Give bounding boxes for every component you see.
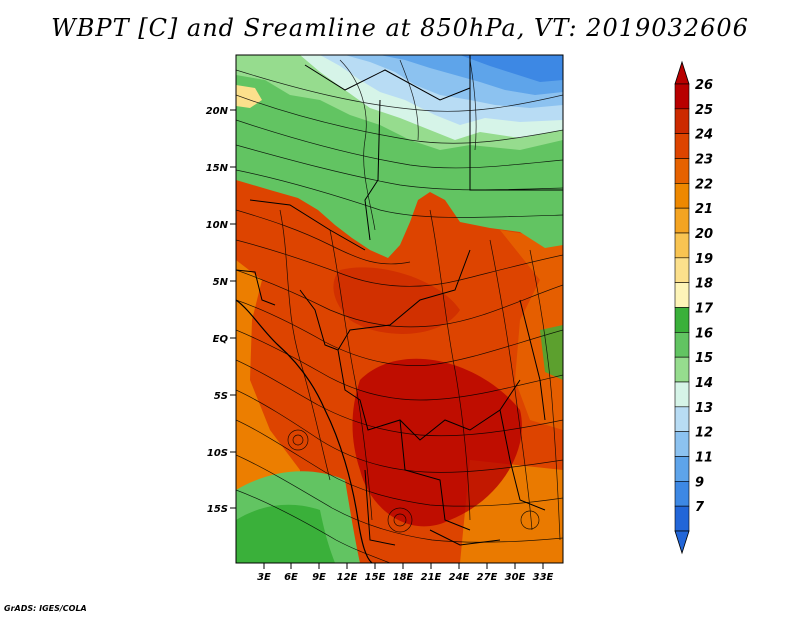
colorbar-swatch (674, 381, 690, 408)
lon-label-15e: 15E (365, 572, 386, 583)
lon-label-30e: 30E (505, 572, 526, 583)
colorbar-label: 20 (695, 227, 713, 242)
colorbar-swatch (674, 257, 690, 283)
colorbar-label: 21 (695, 202, 713, 217)
hot-core (352, 358, 522, 527)
lon-label-33e: 33E (533, 572, 554, 583)
colorbar-bottom-arrow (674, 530, 690, 555)
map-panel (236, 55, 563, 563)
colorbar-label: 25 (695, 103, 713, 118)
colorbar-swatch (674, 183, 690, 209)
colorbar-label: 7 (695, 500, 705, 515)
colorbar-swatch (674, 406, 690, 432)
colorbar-swatch (674, 133, 690, 159)
colorbar-label: 24 (695, 128, 713, 143)
colorbar-top-arrow (674, 60, 690, 85)
lon-label-12e: 12E (337, 572, 358, 583)
colorbar-swatch (674, 456, 690, 482)
lat-label-20n: 20N (206, 106, 229, 117)
green-region-southwest-dark (236, 504, 335, 563)
colorbar-swatch (674, 356, 690, 383)
map-frame (235, 54, 564, 564)
hot-core-north (333, 267, 460, 334)
colorbar-swatch (674, 431, 690, 457)
lon-label-9e: 9E (312, 572, 326, 583)
grads-credit: GrADS: IGES/COLA (4, 604, 87, 613)
lat-label-eq: EQ (213, 334, 229, 345)
colorbar-label: 14 (695, 376, 713, 391)
country-borders (236, 55, 563, 546)
colorbar-label: 22 (695, 177, 713, 192)
longitude-axis: 3E 6E 9E 12E 15E 18E 21E 24E 27E 30E 33E (257, 563, 554, 583)
colorbar-label: 16 (695, 326, 713, 341)
colorbar-label: 13 (695, 401, 713, 416)
colorbar-swatch (674, 232, 690, 259)
lat-label-10n: 10N (206, 220, 229, 231)
blue-band-darkest (460, 55, 563, 82)
orange-east (500, 230, 563, 430)
colorbar-label: 15 (695, 351, 713, 366)
lon-label-6e: 6E (284, 572, 298, 583)
lon-label-18e: 18E (393, 572, 414, 583)
lat-label-15n: 15N (206, 163, 229, 174)
colorbar-swatch (674, 207, 690, 234)
lon-label-21e: 21E (421, 572, 442, 583)
lat-label-5n: 5N (213, 277, 229, 288)
colorbar-label: 26 (695, 78, 713, 93)
colorbar-swatch (674, 505, 690, 532)
green-patch-east (540, 325, 563, 380)
colorbar-swatch (674, 307, 690, 333)
lon-label-24e: 24E (449, 572, 470, 583)
colorbar-label: 12 (695, 426, 713, 441)
colorbar-label: 17 (695, 302, 714, 317)
colorbar-label: 19 (695, 252, 713, 267)
lon-label-3e: 3E (257, 572, 271, 583)
colorbar-swatch (674, 332, 690, 358)
colorbar-label: 18 (695, 277, 713, 292)
colorbar-swatch (674, 83, 690, 110)
colorbar-label: 11 (695, 451, 713, 466)
latitude-axis: 20N 15N 10N 5N EQ 5S 10S 15S (206, 106, 236, 515)
lat-label-5s: 5S (214, 391, 228, 402)
colorbar-label: 9 (695, 475, 704, 490)
colorbar: 26 25 24 23 22 21 20 19 18 17 16 15 14 13 12 11 9 7 (674, 60, 714, 555)
streamlines (236, 59, 563, 563)
lat-label-10s: 10S (207, 448, 228, 459)
map-title: WBPT [C] and Sreamline at 850hPa, VT: 20… (51, 14, 749, 42)
coastline (236, 299, 373, 563)
colorbar-swatch (674, 158, 690, 184)
lon-label-27e: 27E (477, 572, 498, 583)
colorbar-swatch (674, 481, 690, 507)
colorbar-swatch (674, 282, 690, 308)
colorbar-label: 23 (695, 153, 713, 168)
lat-label-15s: 15S (207, 504, 228, 515)
colorbar-swatch (674, 108, 690, 134)
